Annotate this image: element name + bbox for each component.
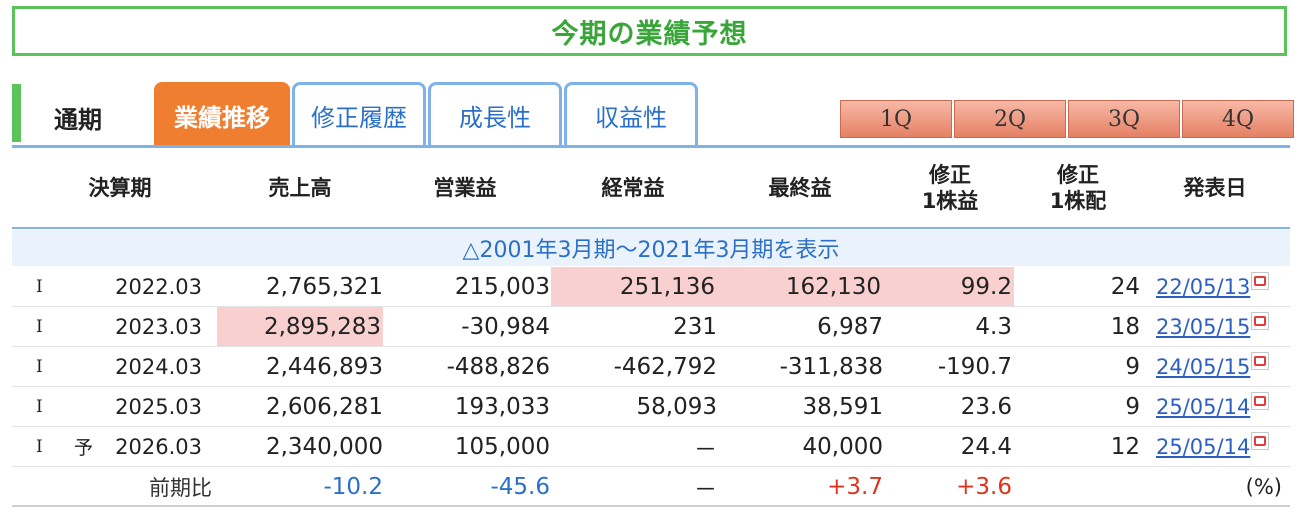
tab-revision-history[interactable]: 修正履歴 bbox=[292, 82, 426, 146]
pdf-icon[interactable] bbox=[1251, 311, 1270, 330]
table-row: I 2024.03 2,446,893 -488,826 -462,792 -3… bbox=[12, 347, 1290, 387]
row-eps: 24.4 bbox=[960, 433, 1012, 460]
row-operating: -488,826 bbox=[446, 353, 550, 380]
row-date: 23/05/15 bbox=[1156, 307, 1270, 346]
row-mark: I bbox=[36, 356, 43, 377]
row-dividend: 24 bbox=[1110, 273, 1140, 300]
tab-profitability[interactable]: 収益性 bbox=[564, 82, 698, 146]
row-eps: 99.2 bbox=[883, 267, 1014, 306]
row-net: -311,838 bbox=[779, 353, 883, 380]
row-operating: 105,000 bbox=[454, 433, 550, 460]
tab-underline bbox=[12, 145, 1290, 148]
comparison-operating: -45.6 bbox=[490, 473, 550, 500]
table-row: I 2025.03 2,606,281 193,033 58,093 38,59… bbox=[12, 387, 1290, 427]
comparison-net: +3.7 bbox=[827, 473, 883, 500]
show-older-periods-toggle[interactable]: △2001年3月期～2021年3月期を表示 bbox=[12, 230, 1290, 266]
quarter-2q-button[interactable]: 2Q bbox=[954, 100, 1066, 138]
pdf-icon[interactable] bbox=[1251, 351, 1270, 370]
row-operating: 215,003 bbox=[454, 273, 550, 300]
row-date: 25/05/14 bbox=[1156, 387, 1270, 426]
tab-annual-label: 通期 bbox=[54, 106, 102, 134]
tab-bar-accent bbox=[12, 84, 21, 142]
row-net: 40,000 bbox=[802, 433, 883, 460]
row-net: 38,591 bbox=[802, 393, 883, 420]
row-net: 6,987 bbox=[817, 313, 883, 340]
comparison-label: 前期比 bbox=[149, 475, 212, 500]
row-ordinary: － bbox=[694, 436, 717, 463]
row-sales: 2,446,893 bbox=[265, 353, 383, 380]
row-eps: 23.6 bbox=[960, 393, 1012, 420]
row-date: 22/05/13 bbox=[1156, 267, 1270, 306]
tab-bar: 通期 業績推移 修正履歴 成長性 収益性 1Q 2Q 3Q 4Q bbox=[12, 80, 1294, 146]
row-sales: 2,606,281 bbox=[265, 393, 383, 420]
row-date-link[interactable]: 24/05/15 bbox=[1156, 354, 1251, 379]
table-row: I 2023.03 2,895,283 -30,984 231 6,987 4.… bbox=[12, 307, 1290, 347]
row-eps: 4.3 bbox=[975, 313, 1012, 340]
row-dividend: 9 bbox=[1125, 393, 1140, 420]
table-row: I 2022.03 2,765,321 215,003 251,136 162,… bbox=[12, 267, 1290, 307]
row-ordinary: 251,136 bbox=[551, 267, 717, 306]
row-sales: 2,895,283 bbox=[217, 307, 383, 346]
row-dividend: 9 bbox=[1125, 353, 1140, 380]
row-period: 2025.03 bbox=[115, 394, 202, 419]
header-date: 発表日 bbox=[1183, 176, 1247, 200]
header-operating: 営業益 bbox=[433, 176, 497, 200]
row-mark: I bbox=[36, 276, 43, 297]
row-sales: 2,340,000 bbox=[265, 433, 383, 460]
row-sales: 2,765,321 bbox=[265, 273, 383, 300]
header-divider bbox=[12, 227, 1290, 229]
tab-growth[interactable]: 成長性 bbox=[428, 82, 562, 146]
header-sales: 売上高 bbox=[268, 176, 332, 200]
quarter-4q-button[interactable]: 4Q bbox=[1182, 100, 1294, 138]
row-mark: I bbox=[36, 436, 43, 457]
row-date-link[interactable]: 22/05/13 bbox=[1156, 274, 1251, 299]
header-net: 最終益 bbox=[768, 176, 832, 200]
row-net: 162,130 bbox=[717, 267, 883, 306]
row-date: 24/05/15 bbox=[1156, 347, 1270, 386]
row-dividend: 12 bbox=[1110, 433, 1140, 460]
comparison-eps: +3.6 bbox=[956, 473, 1012, 500]
pdf-icon[interactable] bbox=[1251, 431, 1270, 450]
row-operating: 193,033 bbox=[454, 393, 550, 420]
row-date-link[interactable]: 25/05/14 bbox=[1156, 434, 1251, 459]
header-dividend: 修正 1株配 bbox=[1049, 163, 1107, 213]
tab-performance-trend[interactable]: 業績推移 bbox=[154, 82, 290, 146]
comparison-unit: (%) bbox=[1245, 474, 1282, 499]
row-period: 2023.03 bbox=[115, 314, 202, 339]
row-ordinary: 58,093 bbox=[636, 393, 717, 420]
row-ordinary: -462,792 bbox=[613, 353, 717, 380]
section-title-text: 今期の業績予想 bbox=[551, 18, 748, 50]
row-ordinary: 231 bbox=[673, 313, 717, 340]
row-forecast-mark: 予 bbox=[74, 437, 94, 459]
row-dividend: 18 bbox=[1110, 313, 1140, 340]
pdf-icon[interactable] bbox=[1251, 391, 1270, 410]
row-period: 2026.03 bbox=[115, 434, 202, 459]
table-row: I 予 2026.03 2,340,000 105,000 － 40,000 2… bbox=[12, 427, 1290, 467]
row-operating: -30,984 bbox=[461, 313, 550, 340]
row-period: 2022.03 bbox=[115, 274, 202, 299]
row-mark: I bbox=[36, 396, 43, 417]
quarter-1q-button[interactable]: 1Q bbox=[840, 100, 952, 138]
show-older-periods-label[interactable]: △2001年3月期～2021年3月期を表示 bbox=[462, 238, 840, 263]
row-eps: -190.7 bbox=[937, 353, 1012, 380]
comparison-ordinary: － bbox=[694, 476, 717, 503]
comparison-row: 前期比 -10.2 -45.6 － +3.7 +3.6 (%) bbox=[12, 467, 1290, 507]
header-eps: 修正 1株益 bbox=[921, 163, 979, 213]
section-title: 今期の業績予想 bbox=[12, 6, 1287, 56]
row-date-link[interactable]: 23/05/15 bbox=[1156, 314, 1251, 339]
comparison-sales: -10.2 bbox=[323, 473, 383, 500]
pdf-icon[interactable] bbox=[1251, 271, 1270, 290]
row-mark: I bbox=[36, 316, 43, 337]
row-period: 2024.03 bbox=[115, 354, 202, 379]
row-date: 25/05/14 bbox=[1156, 427, 1270, 466]
header-ordinary: 経常益 bbox=[601, 176, 665, 200]
header-period: 決算期 bbox=[88, 176, 152, 200]
quarter-3q-button[interactable]: 3Q bbox=[1068, 100, 1180, 138]
row-date-link[interactable]: 25/05/14 bbox=[1156, 394, 1251, 419]
